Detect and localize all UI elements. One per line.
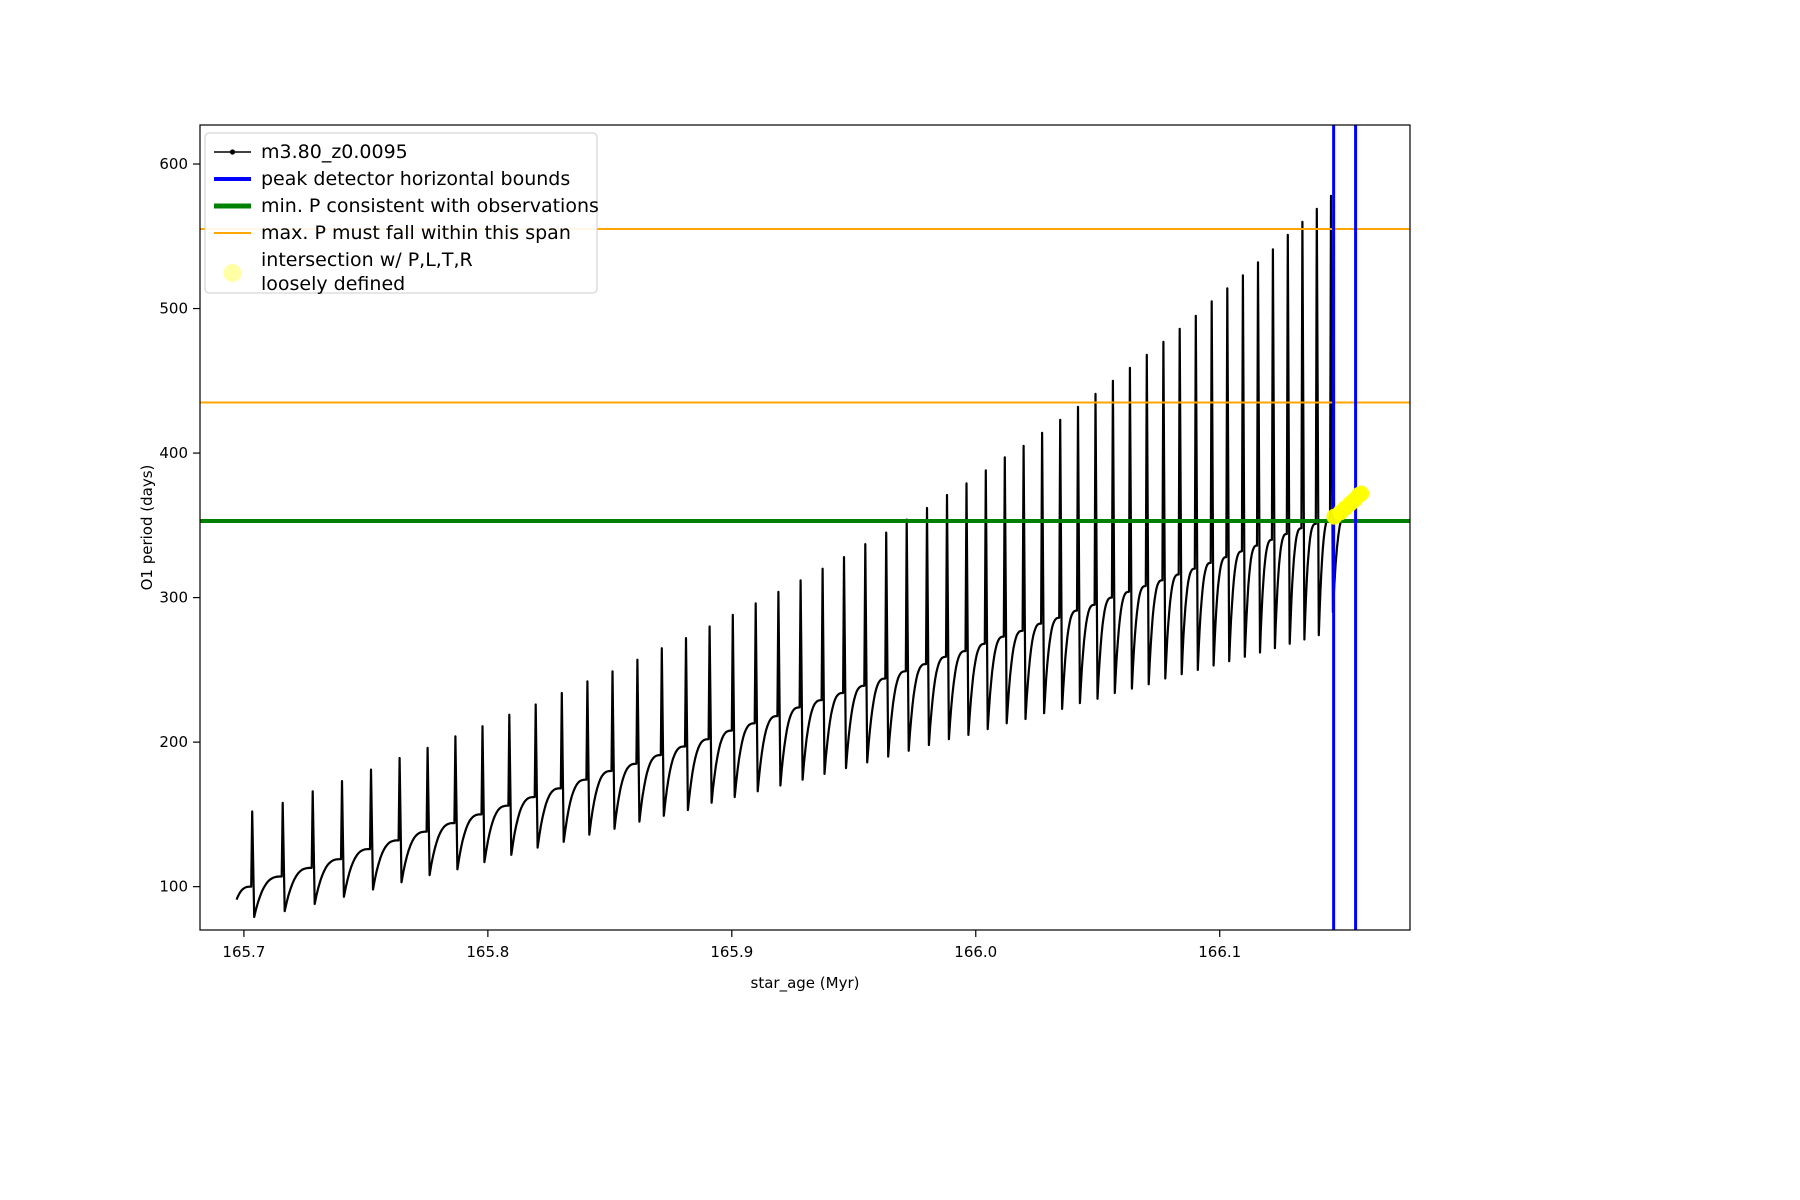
y-tick-label: 300 [159, 589, 188, 607]
scatter-intersection-points [1326, 485, 1370, 525]
y-axis-label: O1 period (days) [138, 465, 156, 591]
legend-label-intersection: loosely defined [261, 273, 405, 295]
y-tick-label: 400 [159, 444, 188, 462]
legend-label-max-p-span: max. P must fall within this span [261, 222, 571, 244]
x-axis-label: star_age (Myr) [751, 974, 860, 993]
axes-frame [199, 124, 1411, 931]
x-tick-label: 165.9 [710, 943, 753, 961]
series-line-m380-z00095 [235, 194, 1363, 919]
intersection-marker [1353, 485, 1370, 502]
y-axis: 100 200 300 400 500 600 [159, 155, 200, 896]
legend-marker-series [229, 149, 236, 155]
legend-box [204, 132, 598, 294]
y-tick-label: 600 [159, 155, 188, 173]
y-tick-label: 200 [159, 733, 188, 751]
legend-label-series: m3.80_z0.0095 [261, 141, 408, 163]
y-tick-label: 100 [159, 878, 188, 896]
x-tick-label: 166.1 [1198, 943, 1241, 961]
legend-label-min-p: min. P consistent with observations [261, 195, 599, 217]
x-tick-label: 166.0 [954, 943, 997, 961]
x-tick-label: 165.8 [466, 943, 509, 961]
y-tick-label: 500 [159, 300, 188, 318]
legend-label-peak-bounds: peak detector horizontal bounds [261, 168, 570, 190]
legend-marker-intersection [223, 264, 242, 282]
x-tick-label: 165.7 [222, 943, 265, 961]
x-axis: 165.7 165.8 165.9 166.0 166.1 [222, 930, 1241, 961]
legend-label-intersection: intersection w/ P,L,T,R [261, 249, 473, 271]
